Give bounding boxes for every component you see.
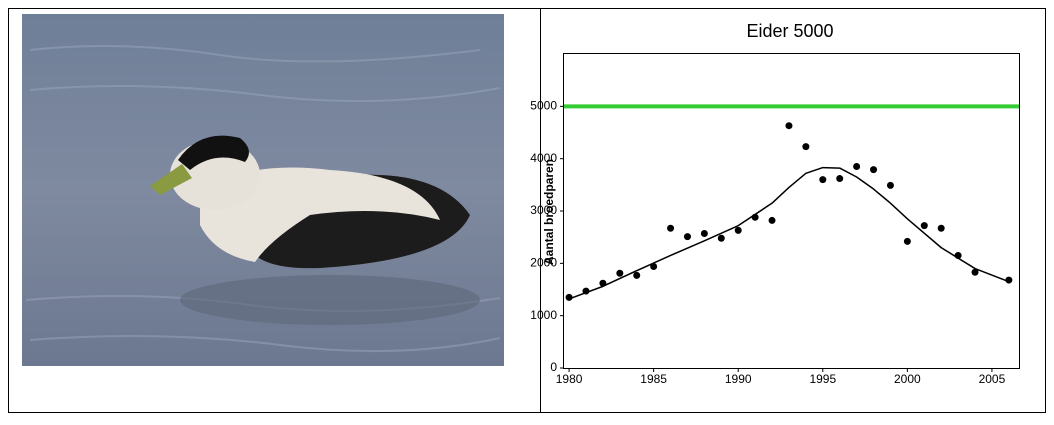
x-tick-label: 1995 <box>809 372 836 386</box>
duck-photo <box>22 14 504 366</box>
x-tick-label: 1990 <box>725 372 752 386</box>
data-point <box>717 234 725 242</box>
x-tick-label: 1980 <box>556 372 583 386</box>
data-point <box>802 143 810 151</box>
data-point <box>683 233 691 241</box>
data-point <box>582 287 590 295</box>
y-axis-label: Aantal broedparen <box>542 159 556 265</box>
data-point <box>886 181 894 189</box>
data-point <box>667 224 675 232</box>
trend-line <box>568 166 1010 300</box>
data-point <box>768 216 776 224</box>
data-point <box>565 293 573 301</box>
data-point <box>920 222 928 230</box>
x-tick-label: 2005 <box>979 372 1006 386</box>
data-point <box>971 268 979 276</box>
data-point <box>650 262 658 270</box>
data-point <box>700 230 708 238</box>
data-point <box>954 251 962 259</box>
y-tick-label: 2000 <box>530 256 557 270</box>
y-tick-label: 1000 <box>530 308 557 322</box>
y-tick-label: 3000 <box>530 203 557 217</box>
data-point <box>734 226 742 234</box>
y-tick-label: 4000 <box>530 151 557 165</box>
data-point <box>751 213 759 221</box>
y-tick-label: 0 <box>550 360 557 374</box>
data-point <box>819 176 827 184</box>
data-point <box>903 237 911 245</box>
chart-title: Eider 5000 <box>746 21 833 41</box>
y-tick-label: 5000 <box>530 99 557 113</box>
data-point <box>853 163 861 171</box>
table-border <box>8 8 1046 413</box>
data-point <box>633 271 641 279</box>
x-tick-label: 2000 <box>894 372 921 386</box>
data-point <box>599 279 607 287</box>
data-point <box>785 122 793 130</box>
data-point <box>616 269 624 277</box>
data-point <box>836 175 844 183</box>
data-point <box>937 224 945 232</box>
data-point <box>870 166 878 174</box>
x-tick-label: 1985 <box>640 372 667 386</box>
data-point <box>1005 276 1013 284</box>
plot-frame <box>563 53 1020 369</box>
